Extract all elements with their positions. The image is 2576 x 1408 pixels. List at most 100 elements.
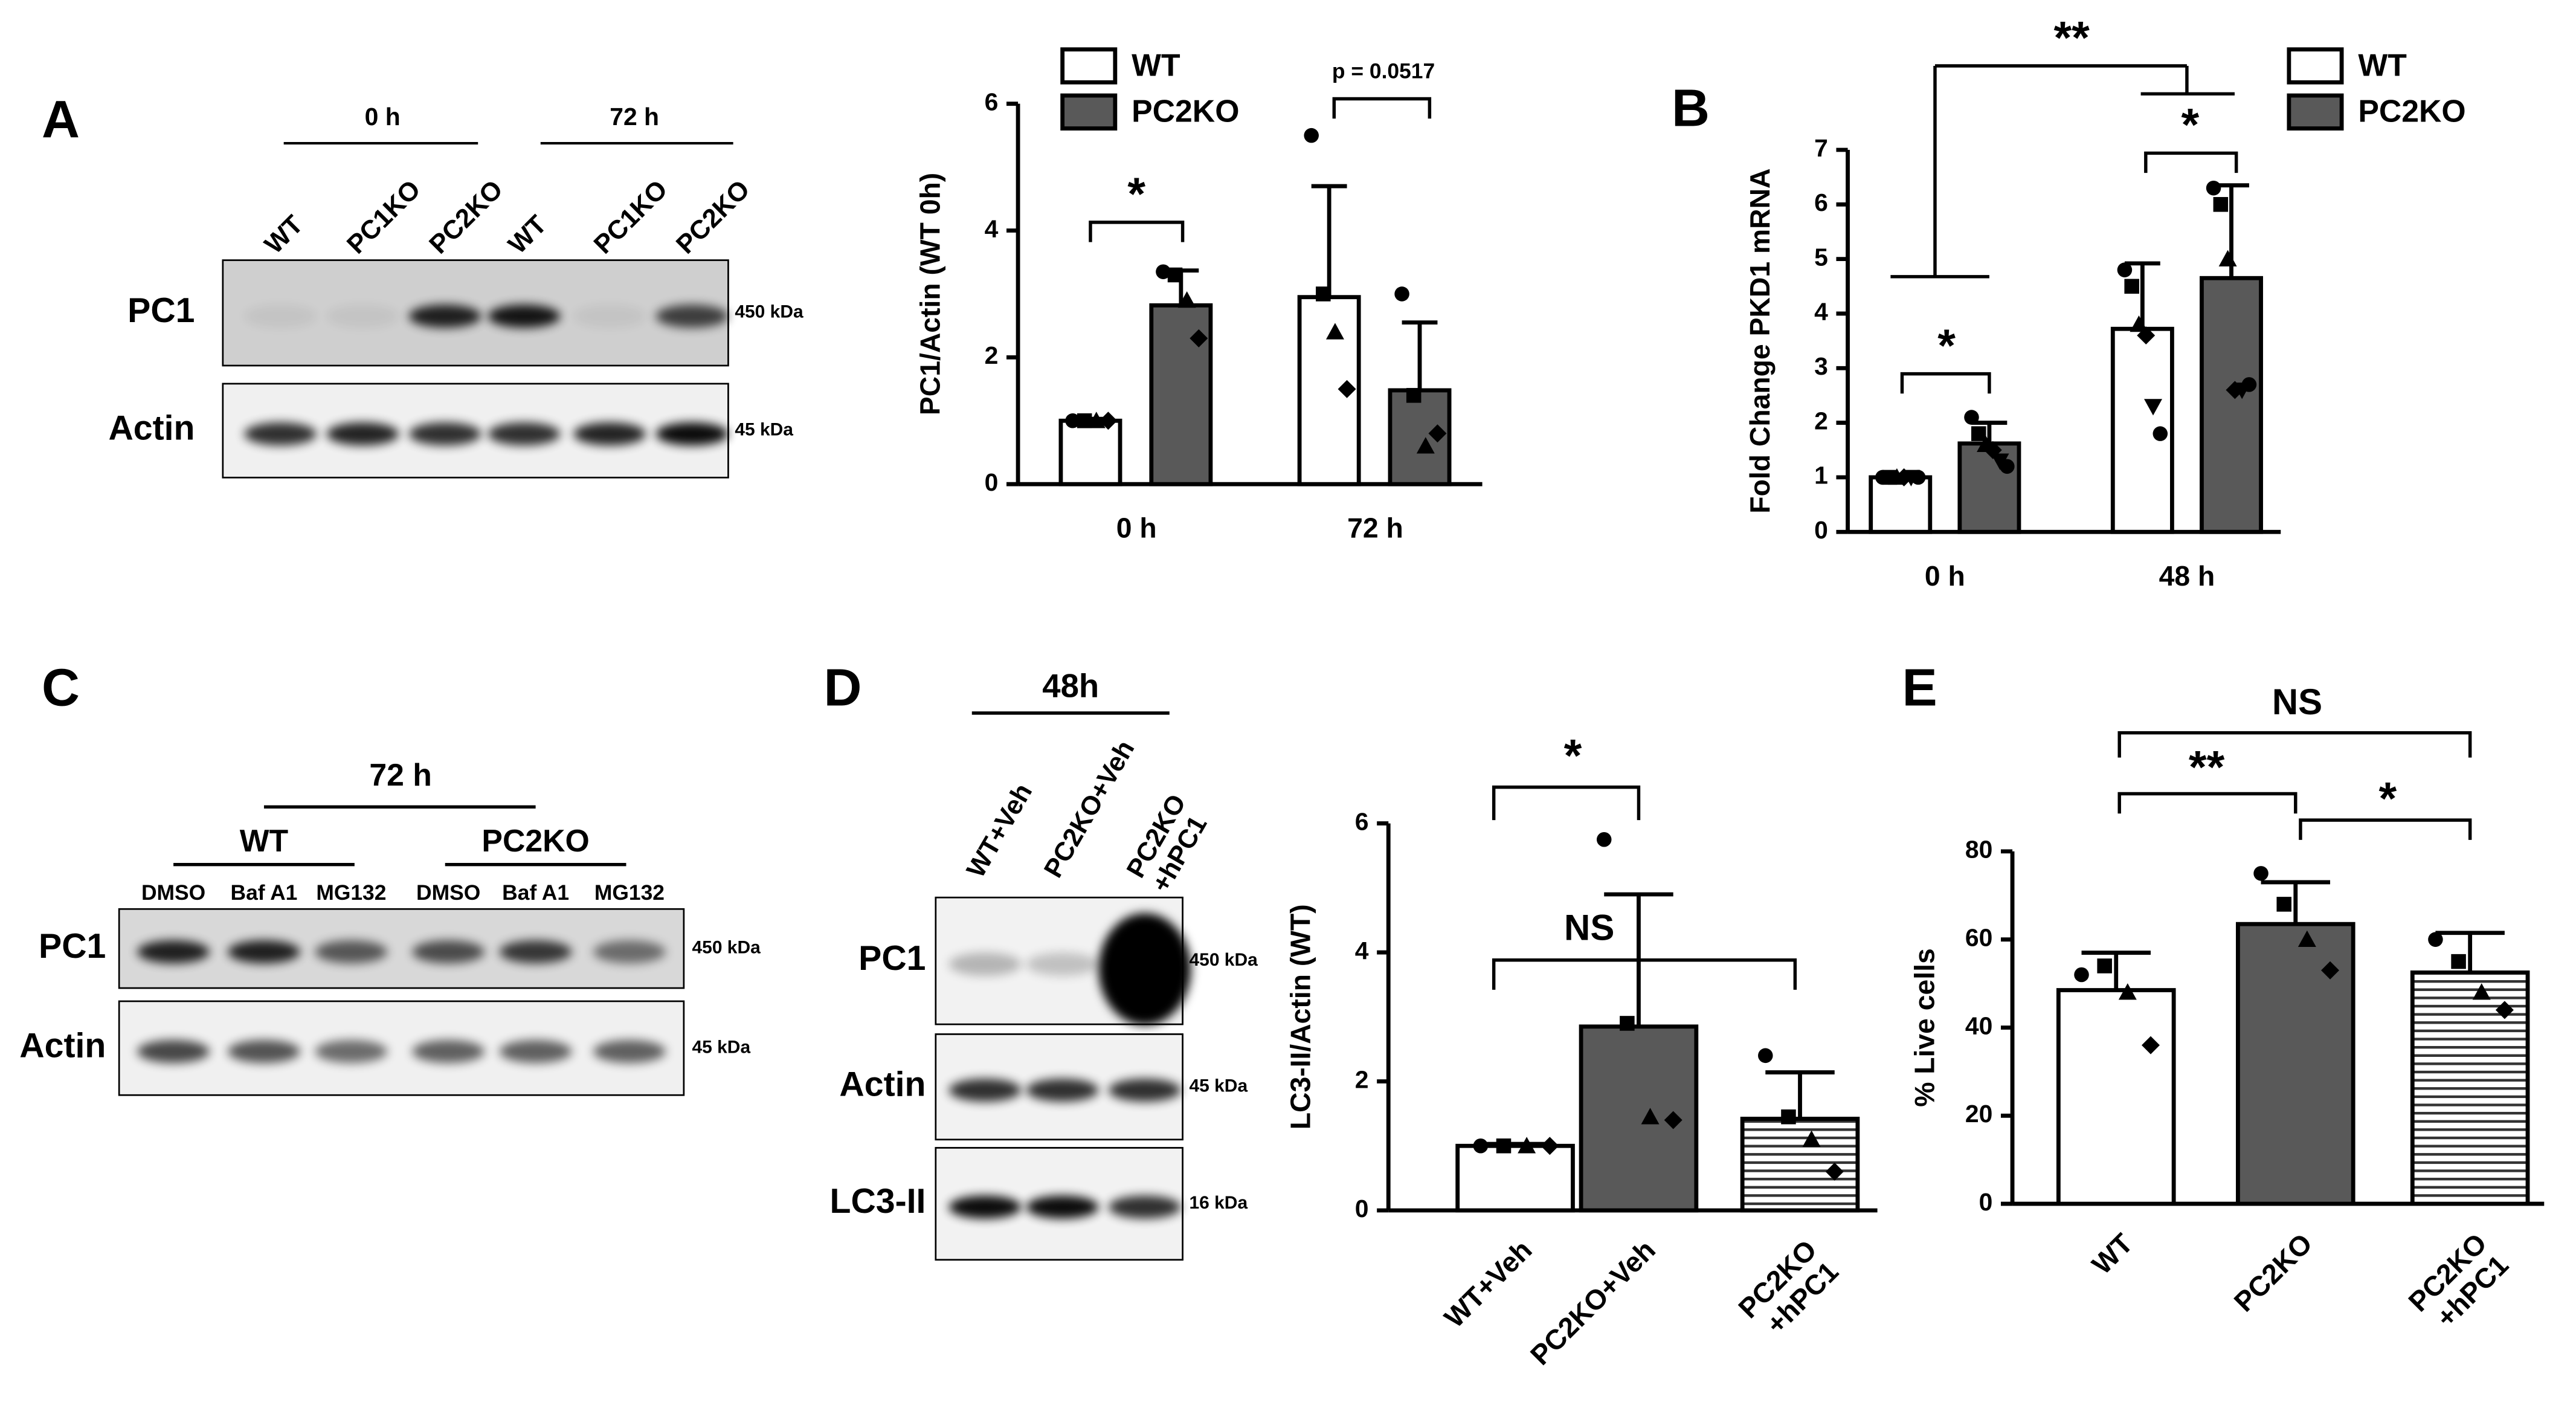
- bar: [1869, 475, 1933, 534]
- bracket: [1900, 372, 1991, 394]
- y-tick-label: 5: [1814, 243, 1828, 271]
- legend-label: WT: [1132, 47, 1180, 82]
- blot-band: [408, 305, 481, 328]
- annotation: *: [1127, 169, 1145, 220]
- data-point: [2253, 866, 2268, 881]
- data-point: [1620, 1016, 1635, 1031]
- x-tick-label: PC2KO: [2228, 1227, 2319, 1318]
- data-point: [2451, 954, 2466, 969]
- blot-band: [412, 940, 485, 964]
- data-point: [1325, 323, 1344, 340]
- error-bar: [2261, 880, 2331, 925]
- bar: [2410, 970, 2530, 1206]
- panel-label: E: [1902, 659, 1937, 717]
- x-tick-label: PC2KO+hPC1: [2403, 1227, 2515, 1340]
- y-tick-label: 6: [1355, 807, 1369, 835]
- bar: [1058, 418, 1122, 486]
- row-label: Actin: [839, 1065, 926, 1104]
- data-point: [2118, 983, 2137, 1000]
- bar: [1740, 1117, 1860, 1213]
- legend-label: PC2KO: [1132, 94, 1239, 129]
- data-point: [1304, 128, 1319, 143]
- annotation: NS: [2272, 682, 2322, 722]
- blot-band: [499, 940, 572, 964]
- data-point: [2141, 1036, 2160, 1054]
- data-point: [2144, 399, 2162, 416]
- y-tick-label: 0: [985, 468, 999, 496]
- size-label: 45 kDa: [1189, 1076, 1248, 1096]
- data-point: [2153, 426, 2168, 441]
- blot-band: [573, 305, 646, 328]
- x-tick-label: WT+Veh: [1438, 1234, 1538, 1334]
- lane-label: WT: [259, 210, 309, 259]
- timepoint-label: 72 h: [369, 757, 432, 792]
- lane-label: PC2KO: [671, 175, 755, 259]
- lane-label: PC2KO+hPC1: [1121, 789, 1217, 897]
- x-tick-label: 0 h: [1925, 560, 1965, 592]
- bracket: [2144, 151, 2238, 173]
- blot-band: [573, 422, 646, 446]
- annotation: *: [1937, 320, 1956, 372]
- blot-band: [655, 305, 729, 328]
- size-label: 450 kDa: [1189, 950, 1258, 970]
- blot-band: [315, 940, 388, 964]
- y-axis-label: LC3-II/Actin (WT): [1285, 904, 1316, 1129]
- bracket: [2299, 818, 2472, 840]
- data-point: [1167, 267, 1183, 283]
- size-label: 450 kDa: [735, 302, 803, 322]
- lane-label: Baf A1: [231, 880, 298, 905]
- data-point: [2137, 326, 2156, 345]
- data-point: [1971, 426, 1986, 441]
- data-point: [1910, 470, 1926, 485]
- data-point: [1394, 286, 1409, 302]
- lane-label: WT: [503, 210, 552, 259]
- blot-band: [1098, 913, 1191, 1025]
- bar: [1149, 303, 1213, 486]
- data-point: [2000, 459, 2015, 474]
- error-bar: [1311, 184, 1347, 297]
- annotation: *: [2182, 100, 2200, 151]
- data-point: [1065, 413, 1080, 428]
- annotation: *: [1564, 730, 1582, 781]
- size-label: 45 kDa: [735, 420, 793, 440]
- data-point: [1099, 412, 1118, 430]
- annotation: *: [2379, 773, 2397, 824]
- y-tick-label: 60: [1965, 923, 1992, 951]
- legend-swatch: [2287, 93, 2344, 131]
- data-point: [1473, 1138, 1489, 1154]
- bar: [1455, 1143, 1575, 1213]
- blot-band: [412, 1039, 485, 1064]
- error-bar: [1480, 1142, 1550, 1146]
- annotation: p = 0.0517: [1332, 59, 1435, 83]
- data-point: [1316, 286, 1331, 302]
- x-tick-label: PC2KO+Veh: [1524, 1234, 1661, 1371]
- blot-band: [655, 422, 729, 446]
- bar: [1957, 441, 2021, 534]
- data-point: [1416, 437, 1435, 454]
- data-point: [1541, 1137, 1559, 1155]
- lane-label: PC1KO: [588, 175, 673, 259]
- annotation: **: [2189, 742, 2225, 793]
- error-bar: [1971, 421, 2008, 444]
- data-point: [2117, 262, 2133, 277]
- data-point: [1177, 291, 1196, 308]
- blot-band: [1108, 1195, 1181, 1219]
- blot-background: [118, 1000, 685, 1096]
- error-bar: [2435, 931, 2505, 973]
- bracket: [2117, 792, 2297, 814]
- lane-label: PC2KO: [424, 175, 509, 259]
- blot-band: [1026, 952, 1099, 976]
- y-tick-label: 0: [1355, 1195, 1369, 1222]
- y-tick-label: 20: [1965, 1100, 1992, 1128]
- y-tick-label: 2: [1355, 1065, 1369, 1093]
- data-point: [2321, 961, 2340, 980]
- y-tick-label: 40: [1965, 1012, 1992, 1039]
- panel-label: C: [42, 659, 80, 717]
- group-label: WT: [240, 823, 289, 858]
- annotation: NS: [1564, 908, 1614, 948]
- bracket: [1492, 785, 1641, 821]
- size-label: 450 kDa: [692, 938, 761, 958]
- bracket: [1089, 221, 1185, 242]
- bracket: [1492, 958, 1797, 990]
